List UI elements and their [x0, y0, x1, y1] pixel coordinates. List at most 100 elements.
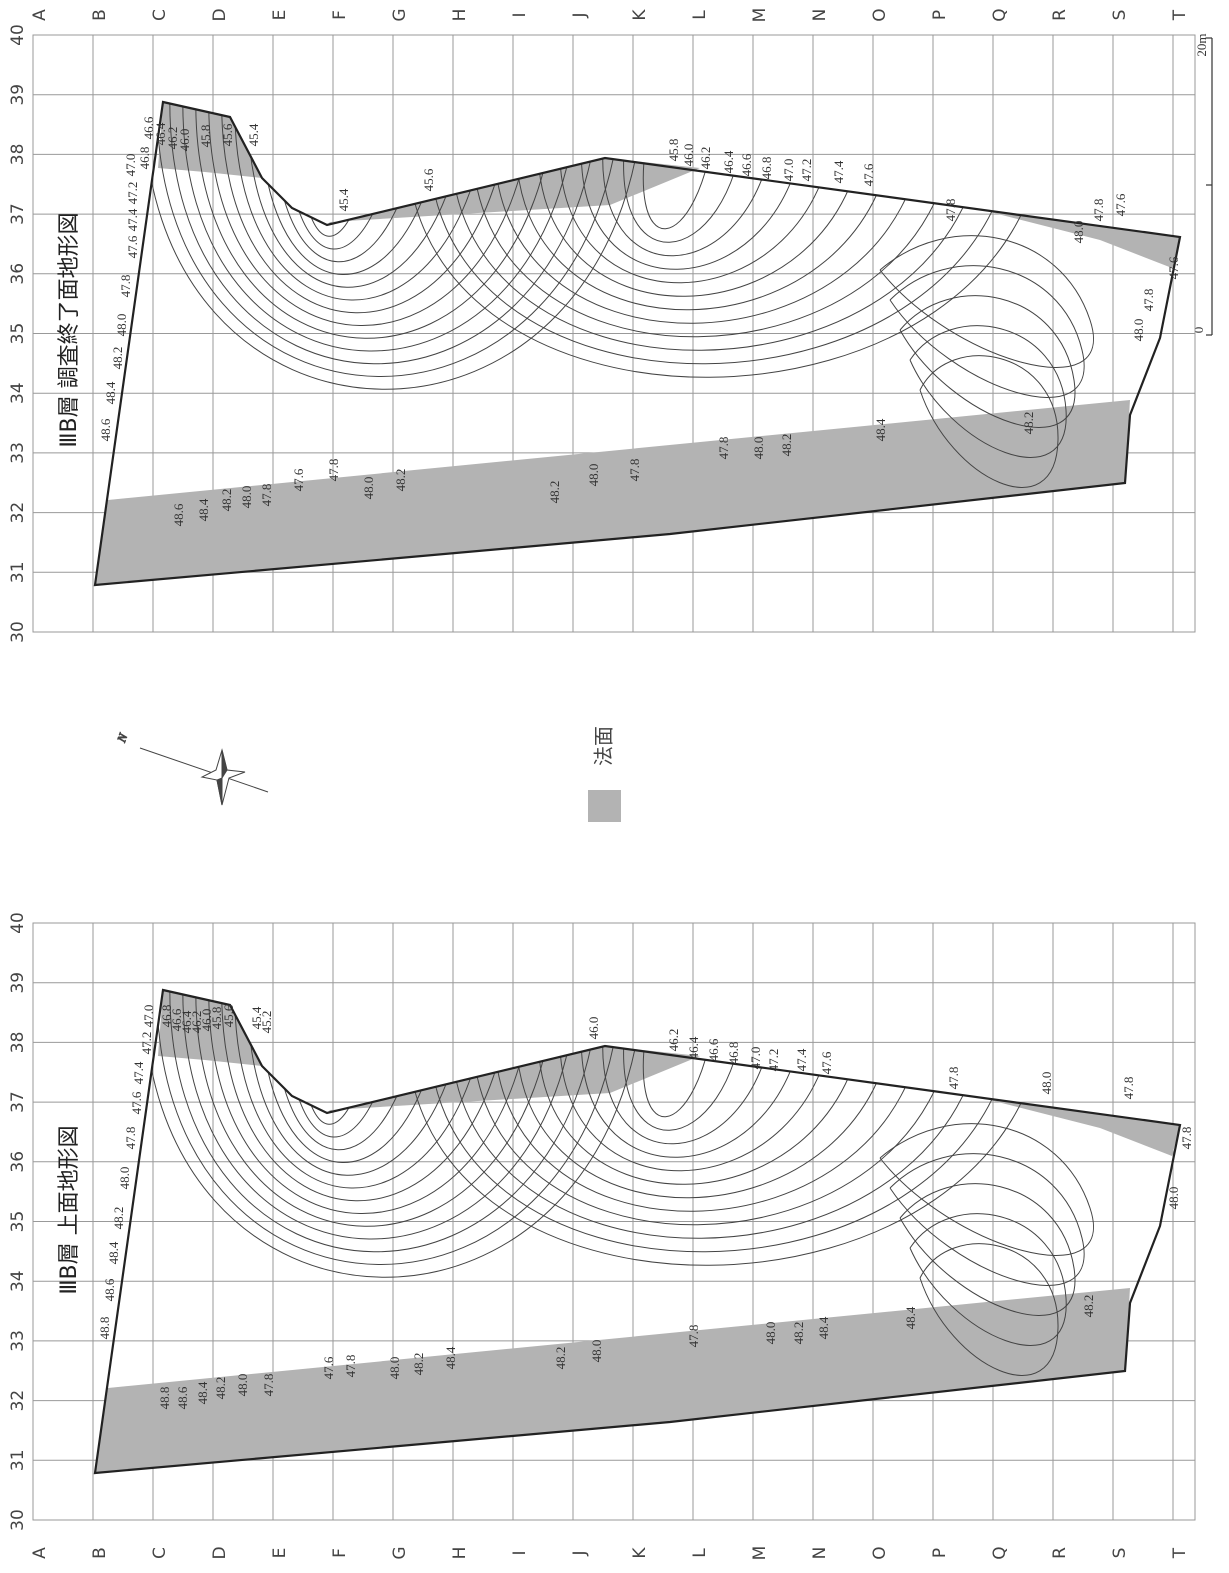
contour-label: 47.8 [261, 1374, 276, 1397]
row-label: 39 [8, 972, 28, 994]
column-label: J [570, 1550, 590, 1556]
panel-title: ⅢB層 調査終了面地形図 [57, 212, 82, 447]
contour-label: 45.8 [198, 125, 213, 148]
slope-area [95, 1288, 1130, 1473]
column-label: C [150, 9, 170, 21]
contour-label: 47.8 [686, 1325, 701, 1348]
column-label: P [930, 10, 950, 20]
contour-label: 48.2 [411, 1353, 426, 1376]
contour-label: 46.8 [137, 147, 152, 170]
contour-label: 47.8 [343, 1355, 358, 1378]
row-label: 33 [8, 1330, 28, 1352]
contour-label: 47.8 [259, 484, 274, 507]
contour-label: 45.6 [421, 168, 436, 191]
contour-line [286, 978, 402, 1137]
contour-label: 47.4 [125, 208, 140, 231]
column-label: K [630, 1547, 650, 1559]
contour-label: 48.6 [98, 418, 113, 441]
legend-label: 法面 [592, 726, 616, 766]
column-label: G [390, 1546, 410, 1559]
column-label: G [390, 8, 410, 21]
contour-label: 48.0 [751, 437, 766, 460]
contour-label: 48.0 [117, 1167, 132, 1190]
contour-label: 46.0 [681, 144, 696, 167]
contour-line [248, 978, 468, 1175]
column-label: A [30, 1547, 50, 1559]
contour-label: 48.0 [114, 314, 129, 337]
row-label: 37 [8, 1091, 28, 1113]
contour-label: 47.6 [1113, 193, 1128, 216]
scale-min: 0 [1191, 327, 1206, 334]
contour-label: 47.4 [131, 1061, 146, 1084]
column-label: F [330, 1548, 350, 1558]
column-label: Q [990, 8, 1010, 21]
contour-label: 48.0 [1039, 1072, 1054, 1095]
column-label: N [810, 1547, 830, 1560]
row-label: 38 [8, 144, 28, 166]
column-label: H [450, 9, 470, 22]
column-label: R [1050, 9, 1070, 21]
contour-label: 46.2 [698, 147, 713, 170]
column-label: H [450, 1547, 470, 1560]
row-label: 30 [8, 621, 28, 643]
contour-label: 45.2 [259, 1011, 274, 1034]
contour-label: 45.6 [221, 1004, 236, 1027]
column-label: L [690, 10, 710, 20]
row-label: 31 [8, 561, 28, 583]
column-label: S [1110, 10, 1130, 21]
contour-label: 48.2 [791, 1322, 806, 1345]
contour-label: 48.2 [553, 1347, 568, 1370]
contour-label: 47.2 [139, 1032, 154, 1055]
column-label: O [870, 8, 890, 21]
column-label: R [1050, 1547, 1070, 1559]
contour-label: 48.2 [547, 481, 562, 504]
row-label: 36 [8, 1151, 28, 1173]
scale-max: 20m [1194, 33, 1209, 56]
contour-label: 47.6 [321, 1356, 336, 1379]
contour-label: 47.0 [123, 154, 138, 177]
contour-label: 48.2 [779, 434, 794, 457]
contour-label: 47.4 [831, 160, 846, 183]
contour-label: 47.2 [766, 1049, 781, 1072]
column-label: D [210, 1546, 230, 1559]
contour-label: 48.6 [102, 1278, 117, 1301]
contour-label: 47.8 [627, 459, 642, 482]
contour-label: 47.8 [716, 437, 731, 460]
contour-label: 47.8 [1179, 1127, 1194, 1150]
contour-label: 47.8 [1091, 199, 1106, 222]
column-label: C [150, 1547, 170, 1559]
contour-label: 47.8 [943, 199, 958, 222]
contour-label: 48.0 [1131, 319, 1146, 342]
contour-label: 48.4 [873, 418, 888, 441]
contour-label: 47.0 [781, 159, 796, 182]
contour-label: 48.0 [235, 1374, 250, 1397]
column-label: J [570, 12, 590, 18]
contour-label: 48.0 [1071, 221, 1086, 244]
contour-label: 47.6 [291, 468, 306, 491]
row-label: 40 [8, 24, 28, 46]
contour-label: 47.6 [819, 1051, 834, 1074]
contour-label: 46.8 [759, 157, 774, 180]
column-label: N [810, 9, 830, 22]
contour-line [495, 1008, 925, 1211]
column-label: P [930, 1548, 950, 1558]
contour-label: 48.2 [393, 469, 408, 492]
column-label: K [630, 9, 650, 21]
row-label: 35 [8, 1211, 28, 1233]
contour-label: 46.0 [586, 1017, 601, 1040]
contour-label: 48.2 [1081, 1295, 1096, 1318]
row-label: 37 [8, 203, 28, 225]
column-label: Q [990, 1546, 1010, 1559]
contour-label: 48.8 [157, 1387, 172, 1410]
column-label: T [1170, 1547, 1190, 1559]
column-label: A [30, 9, 50, 21]
column-label: S [1110, 1548, 1130, 1559]
panel-title: ⅢB層 上面地形図 [57, 1125, 82, 1294]
contour-line [273, 90, 424, 262]
column-label: E [270, 10, 290, 21]
row-label: 35 [8, 323, 28, 345]
column-label: I [510, 12, 530, 17]
contour-label: 48.4 [816, 1316, 831, 1339]
contour-label: 48.0 [586, 464, 601, 487]
contour-label: 48.8 [97, 1317, 112, 1340]
